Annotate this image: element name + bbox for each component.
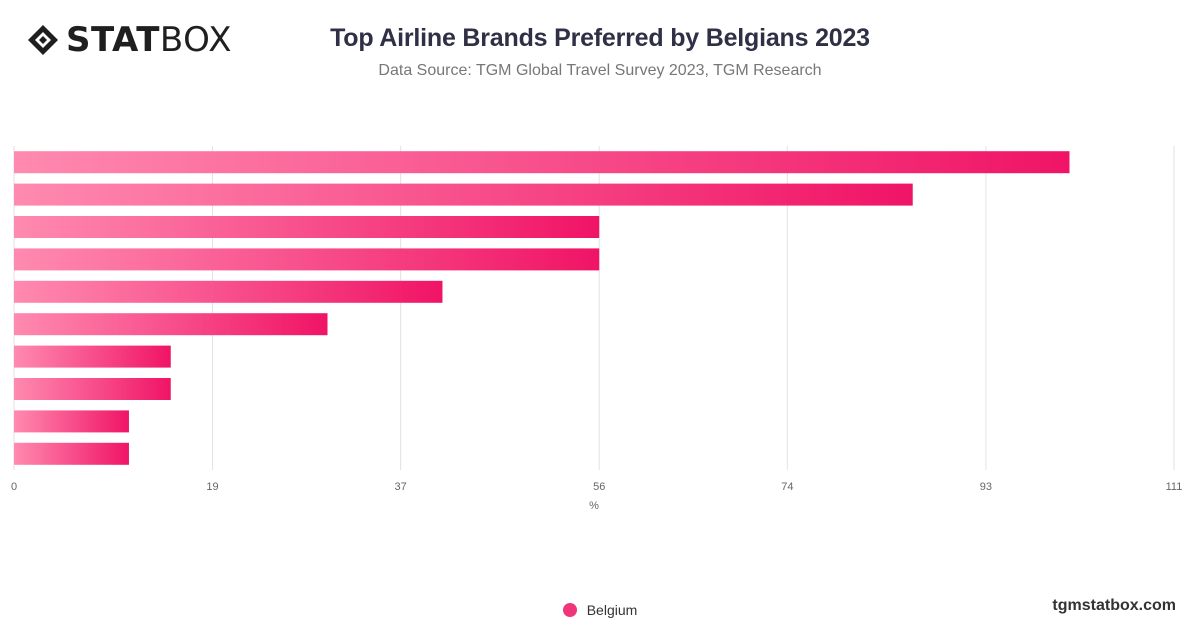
diamond-logo-icon: [28, 25, 58, 55]
bar[interactable]: [14, 248, 600, 271]
x-tick-label: 19: [206, 481, 218, 493]
logo-text-bold: STAT: [66, 20, 160, 60]
logo-text-light: BOX: [159, 20, 233, 60]
x-tick-label: 74: [781, 481, 793, 493]
bars: [14, 151, 1070, 465]
bar[interactable]: [14, 410, 129, 433]
bar[interactable]: [14, 442, 129, 465]
legend-swatch: [562, 603, 577, 617]
bar[interactable]: [14, 313, 328, 336]
statbox-logo: STATBOX: [26, 22, 232, 58]
bar[interactable]: [14, 151, 1070, 174]
bar[interactable]: [14, 378, 171, 400]
bar[interactable]: [14, 345, 171, 368]
site-url: tgmstatbox.com: [1052, 597, 1176, 614]
bar[interactable]: [14, 216, 600, 238]
x-tick-label: 37: [395, 481, 407, 493]
chart-title: Top Airline Brands Preferred by Belgians…: [330, 24, 870, 52]
bar[interactable]: [14, 183, 913, 206]
x-tick-label: 56: [593, 481, 605, 493]
x-axis-label: %: [589, 500, 599, 512]
x-tick-label: 111: [1166, 481, 1183, 493]
legend-label: Belgium: [586, 602, 638, 618]
x-axis-ticks: 0 19 37 56 74 93 111: [11, 481, 1182, 493]
x-tick-label: 93: [980, 481, 992, 493]
chart-subtitle: Data Source: TGM Global Travel Survey 20…: [378, 62, 822, 79]
legend[interactable]: Belgium: [0, 602, 1200, 618]
x-tick-label: 0: [11, 481, 17, 493]
logo-text: STATBOX: [66, 22, 232, 58]
bar[interactable]: [14, 280, 443, 303]
